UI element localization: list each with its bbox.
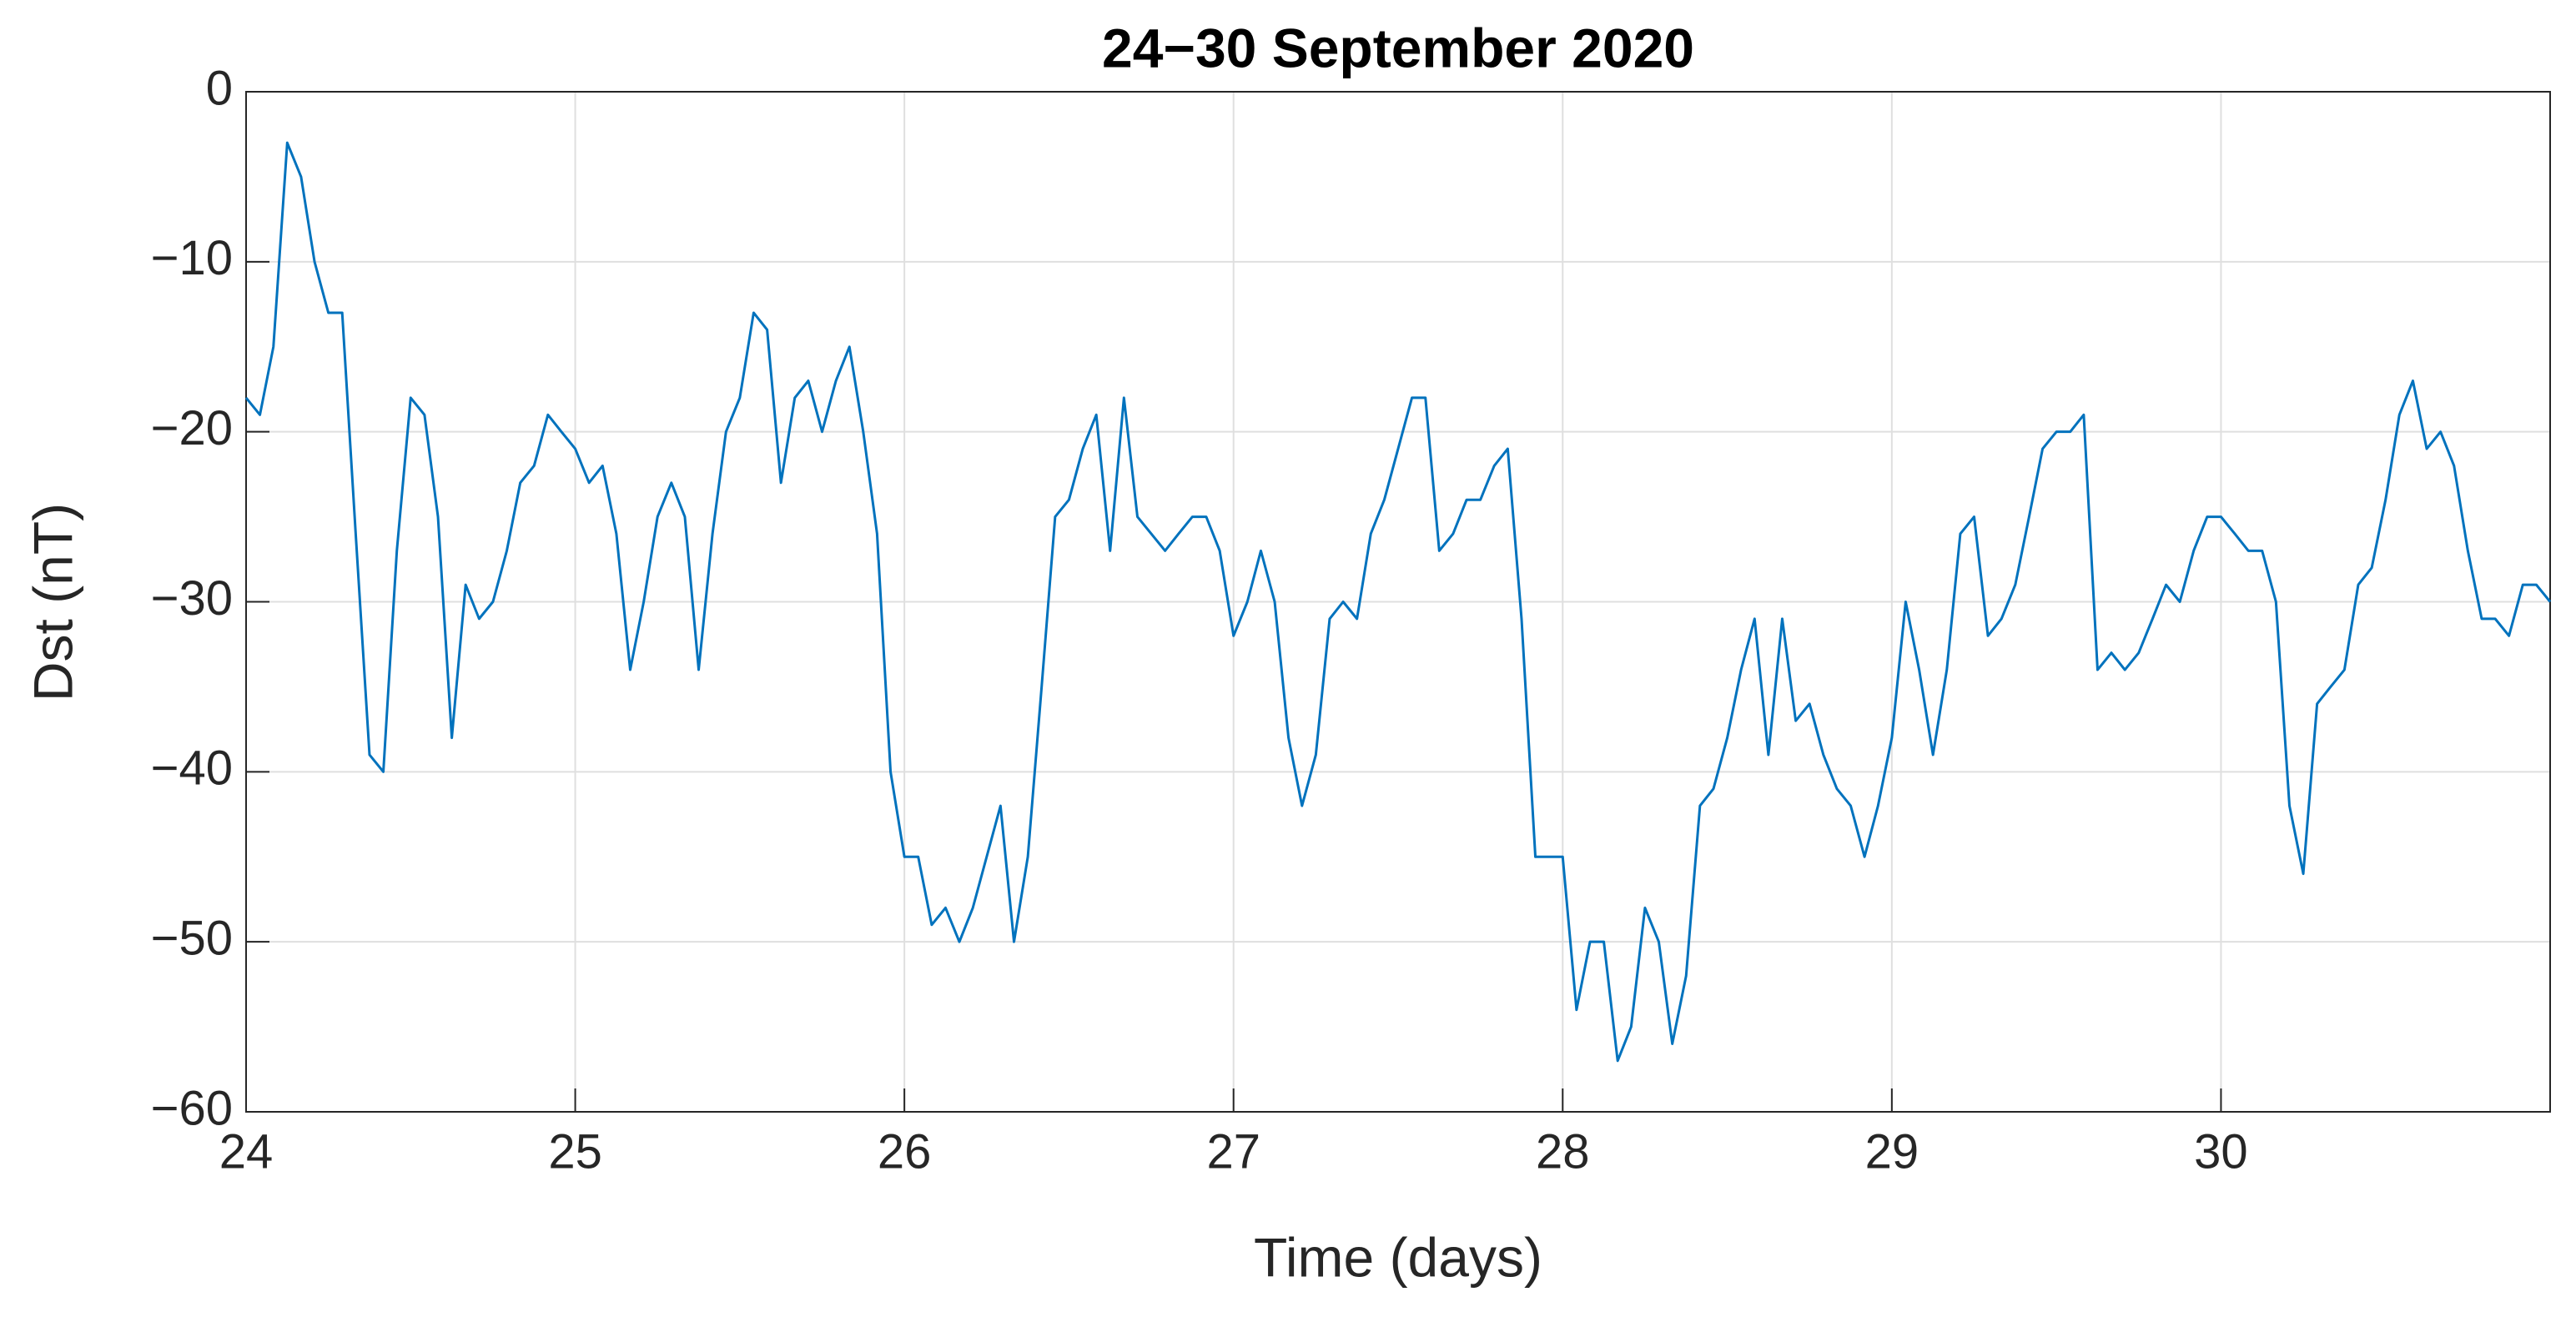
y-tick-label: −40 bbox=[151, 741, 233, 796]
x-tick-label: 25 bbox=[548, 1124, 602, 1179]
x-tick-label: 26 bbox=[878, 1124, 932, 1179]
data-line bbox=[244, 141, 2552, 1063]
x-tick-label: 24 bbox=[219, 1124, 274, 1179]
y-tick-label: −20 bbox=[151, 401, 233, 455]
y-tick-label: −10 bbox=[151, 231, 233, 285]
x-tick-label: 29 bbox=[1865, 1124, 1919, 1179]
y-tick-label: −30 bbox=[151, 571, 233, 626]
y-axis-label: Dst (nT) bbox=[22, 503, 83, 701]
x-tick-label: 27 bbox=[1206, 1124, 1260, 1179]
x-tick-label: 30 bbox=[2194, 1124, 2248, 1179]
x-tick-label: 28 bbox=[1536, 1124, 1590, 1179]
y-tick-label: 0 bbox=[206, 61, 233, 115]
y-tick-label: −50 bbox=[151, 911, 233, 965]
x-axis-label: Time (days) bbox=[1254, 1226, 1542, 1288]
chart-title: 24−30 September 2020 bbox=[1102, 17, 1694, 78]
y-tick-label: −60 bbox=[151, 1081, 233, 1135]
